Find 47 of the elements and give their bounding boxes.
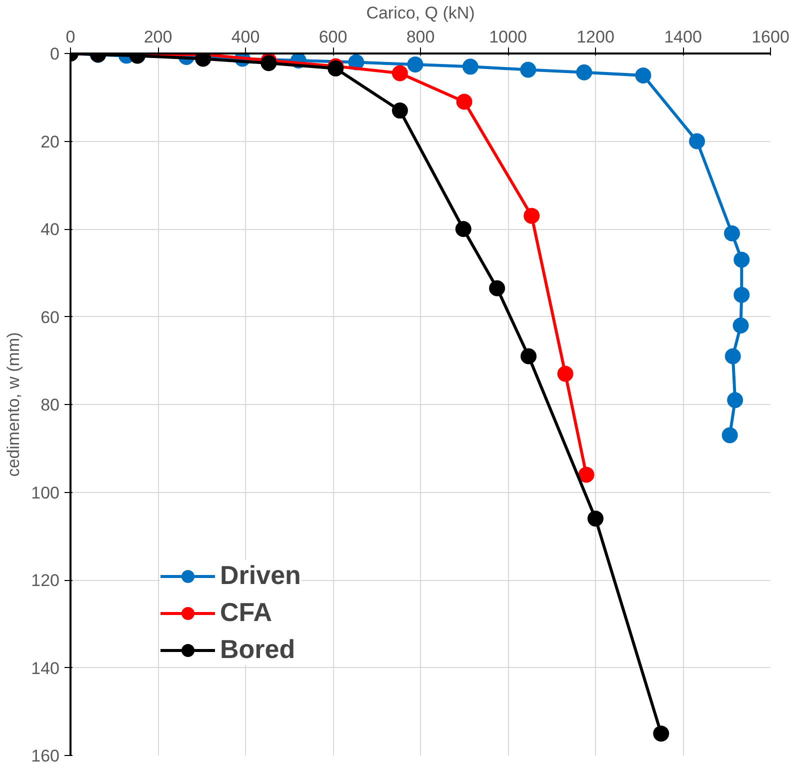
point <box>734 252 750 268</box>
point <box>462 58 478 75</box>
legend-label: Driven <box>220 560 301 591</box>
point <box>489 280 506 296</box>
point <box>734 286 750 303</box>
point <box>724 348 741 364</box>
y-tick-label: 100 <box>31 483 60 502</box>
point <box>724 225 740 242</box>
y-tick-label: 140 <box>31 658 60 678</box>
point <box>653 726 670 742</box>
point <box>727 392 744 408</box>
point <box>588 510 604 527</box>
point <box>455 221 472 237</box>
point <box>557 366 574 382</box>
x-axis-title: Carico, Q (kN) <box>366 4 475 22</box>
point <box>578 466 594 483</box>
x-tick-label: 1400 <box>664 28 702 46</box>
x-tick-label: 1000 <box>489 28 527 46</box>
point <box>520 62 536 78</box>
point <box>722 427 738 444</box>
x-tick-label: 600 <box>318 28 348 46</box>
point <box>689 133 705 150</box>
point <box>520 348 537 364</box>
y-tick-label: 0 <box>50 44 60 64</box>
point <box>732 318 749 334</box>
x-tick-label: 200 <box>144 28 172 46</box>
y-axis-title: cedimento, w (mm) <box>4 332 24 477</box>
point <box>576 64 592 80</box>
x-tick-label: 800 <box>406 28 435 46</box>
y-tick-label: 40 <box>40 220 60 239</box>
point <box>456 94 472 110</box>
point <box>392 65 408 82</box>
y-tick-label: 80 <box>40 396 60 414</box>
point <box>392 102 408 119</box>
y-tick-label: 20 <box>40 132 60 152</box>
x-tick-label: 400 <box>231 28 260 46</box>
point <box>407 56 424 72</box>
x-tick-label: 1600 <box>752 28 790 46</box>
y-tick-label: 160 <box>31 746 60 766</box>
x-tick-label: 0 <box>66 28 76 46</box>
point <box>524 208 540 224</box>
legend-label: CFA <box>220 597 272 628</box>
legend-label: Bored <box>220 634 296 665</box>
y-tick-label: 120 <box>31 571 60 590</box>
y-tick-label: 60 <box>40 308 60 327</box>
x-tick-label: 1200 <box>576 28 614 46</box>
point <box>635 67 652 84</box>
